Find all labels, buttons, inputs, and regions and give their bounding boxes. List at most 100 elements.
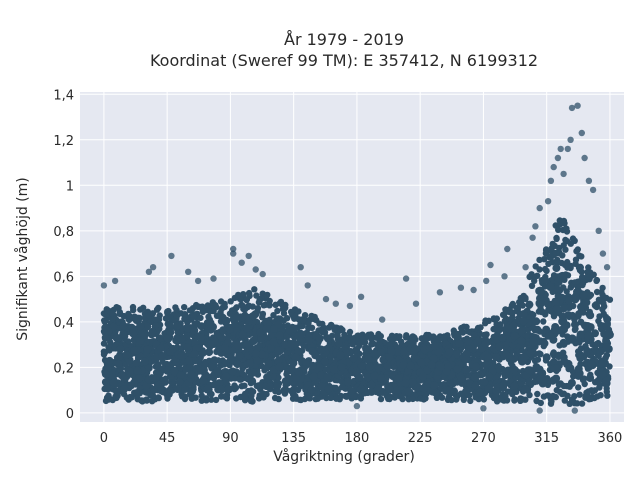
- scatter-point: [542, 277, 550, 284]
- scatter-point: [249, 368, 258, 377]
- scatter-point: [273, 382, 282, 391]
- y-axis-ticks: 0 0,2 0,4 0,6 0,8 1 1,2 1,4: [53, 88, 74, 422]
- scatter-point: [206, 318, 215, 327]
- scatter-point-outlier: [210, 275, 217, 282]
- scatter-point: [563, 288, 570, 295]
- scatter-point: [223, 391, 231, 399]
- scatter-point: [181, 311, 189, 318]
- scatter-point: [602, 322, 611, 331]
- scatter-point: [385, 353, 394, 362]
- scatter-point: [428, 387, 437, 396]
- scatter-point: [402, 334, 410, 341]
- scatter-point: [101, 333, 110, 342]
- scatter-point: [526, 273, 533, 281]
- scatter-point-outlier: [560, 170, 567, 178]
- scatter-point: [495, 342, 504, 351]
- scatter-point: [532, 317, 541, 326]
- scatter-point: [207, 340, 215, 348]
- scatter-point: [279, 301, 286, 309]
- scatter-point: [151, 374, 160, 383]
- scatter-point: [102, 383, 111, 392]
- scatter-point: [233, 304, 240, 311]
- scatter-point-outlier: [332, 300, 339, 307]
- scatter-point: [504, 324, 513, 333]
- scatter-point: [255, 382, 264, 391]
- scatter-point: [526, 391, 533, 399]
- scatter-point: [240, 291, 247, 298]
- scatter-point: [316, 371, 325, 380]
- scatter-point: [549, 358, 558, 367]
- scatter-point: [578, 400, 586, 407]
- scatter-point: [251, 286, 258, 293]
- scatter-point-outlier: [346, 302, 354, 310]
- scatter-point: [294, 347, 303, 356]
- x-axis-label: Vågriktning (grader): [273, 448, 415, 465]
- scatter-point: [109, 378, 118, 387]
- scatter-point: [130, 306, 137, 314]
- scatter-point-outlier: [436, 289, 444, 296]
- scatter-point: [376, 348, 385, 357]
- scatter-point: [386, 393, 394, 400]
- scatter-point: [287, 308, 295, 316]
- scatter-point: [193, 301, 200, 309]
- scatter-point: [369, 340, 376, 348]
- scatter-point-outlier: [145, 268, 153, 275]
- scatter-point: [226, 355, 235, 364]
- scatter-point: [520, 353, 529, 362]
- scatter-point: [166, 328, 175, 337]
- scatter-point-outlier: [487, 261, 494, 269]
- scatter-point: [133, 389, 140, 396]
- scatter-point: [600, 310, 607, 317]
- scatter-point: [199, 376, 208, 385]
- scatter-point: [251, 330, 258, 338]
- scatter-point: [265, 359, 274, 368]
- scatter-point: [444, 396, 452, 403]
- scatter-point: [238, 330, 247, 339]
- scatter-point: [270, 312, 277, 319]
- scatter-point: [305, 320, 312, 327]
- scatter-point: [537, 351, 544, 358]
- scatter-point: [173, 312, 180, 319]
- scatter-point: [532, 263, 539, 270]
- scatter-point: [461, 355, 470, 364]
- scatter-point: [579, 291, 588, 300]
- scatter-point: [187, 370, 196, 379]
- scatter-point: [502, 392, 509, 400]
- scatter-point: [120, 385, 129, 394]
- scatter-point: [374, 364, 383, 373]
- scatter-point: [145, 311, 153, 319]
- scatter-point: [319, 320, 326, 328]
- scatter-point: [553, 235, 560, 243]
- scatter-point: [143, 345, 152, 354]
- scatter-point: [203, 384, 212, 393]
- scatter-point: [480, 378, 489, 386]
- scatter-point: [431, 341, 439, 350]
- scatter-point: [152, 316, 159, 323]
- scatter-point: [181, 393, 189, 400]
- scatter-point: [540, 339, 549, 348]
- scatter-point-outlier: [578, 129, 585, 137]
- scatter-point: [460, 323, 468, 330]
- scatter-point-outlier: [238, 259, 245, 266]
- scatter-point: [113, 387, 122, 396]
- scatter-point-outlier: [501, 273, 508, 280]
- scatter-point: [203, 397, 210, 404]
- scatter-point: [308, 347, 317, 356]
- scatter-point-outlier: [259, 270, 266, 278]
- chart-title-line2: Koordinat (Sweref 99 TM): E 357412, N 61…: [150, 51, 538, 70]
- x-tick-label: 180: [345, 431, 370, 446]
- scatter-point-outlier: [230, 250, 237, 257]
- scatter-point: [199, 303, 206, 310]
- x-axis-ticks: 0 45 90 135 180 225 270 315 360: [100, 431, 623, 446]
- scatter-point: [553, 305, 562, 313]
- scatter-point-outlier: [230, 245, 237, 253]
- scatter-point: [115, 304, 122, 312]
- scatter-point-outlier: [550, 163, 557, 171]
- scatter-point: [419, 384, 428, 393]
- scatter-point: [590, 271, 597, 278]
- scatter-point: [263, 390, 270, 398]
- scatter-point: [284, 374, 293, 383]
- scatter-point: [510, 382, 519, 391]
- scatter-point: [152, 322, 160, 329]
- scatter-point: [213, 329, 220, 337]
